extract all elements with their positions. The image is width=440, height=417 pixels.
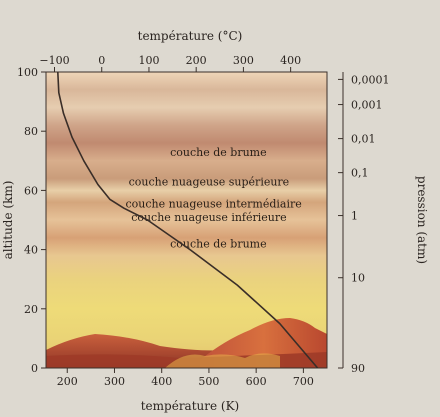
series-layer	[57, 71, 319, 369]
bottom-tick-label: 400	[151, 375, 172, 388]
bottom-axis: 200 300 400 500 600 700	[57, 368, 314, 388]
layer-label: couche de brume	[170, 238, 267, 251]
right-tick-label: 0,1	[351, 167, 369, 180]
temperature-profile-line	[57, 71, 319, 369]
left-tick-label: 0	[31, 362, 38, 375]
bottom-axis-title: température (K)	[141, 399, 240, 413]
layer-label: couche de brume	[170, 146, 267, 159]
top-tick-label: 200	[186, 54, 207, 67]
top-tick-label: 0	[98, 54, 105, 67]
bottom-tick-label: 700	[293, 375, 314, 388]
plot-frame	[45, 71, 328, 369]
right-tick-label: 90	[351, 362, 365, 375]
top-axis: −100 0 100 200 300 400	[39, 54, 301, 72]
right-tick-label: 10	[351, 272, 365, 285]
left-tick-label: 40	[24, 244, 38, 257]
bottom-tick-label: 600	[246, 375, 267, 388]
left-tick-label: 80	[24, 125, 38, 138]
left-axis: 0 20 40 60 80 100	[17, 66, 46, 375]
bottom-tick-label: 200	[57, 375, 78, 388]
bottom-tick-label: 500	[198, 375, 219, 388]
right-axis: 0,0001 0,001 0,01 0,1 1 10 90	[338, 72, 390, 375]
bottom-tick-label: 300	[104, 375, 125, 388]
ground-lava-glow	[165, 353, 280, 368]
layer-label: couche nuageuse intermédiaire	[126, 198, 302, 211]
atmosphere-background	[46, 72, 327, 368]
right-tick-label: 0,001	[351, 99, 383, 112]
left-tick-label: 100	[17, 66, 38, 79]
layer-label: couche nuageuse supérieure	[129, 176, 290, 189]
top-tick-label: −100	[39, 54, 69, 67]
top-tick-label: 100	[138, 54, 159, 67]
top-axis-title: température (°C)	[138, 29, 243, 43]
top-tick-label: 300	[233, 54, 254, 67]
right-axis-title: pression (atm)	[415, 176, 429, 264]
right-tick-label: 0,0001	[351, 73, 390, 86]
layer-annotations: couche de brume couche nuageuse supérieur…	[126, 146, 302, 251]
left-tick-label: 20	[24, 303, 38, 316]
plot-area	[45, 71, 328, 369]
right-tick-label: 0,01	[351, 133, 376, 146]
left-tick-label: 60	[24, 184, 38, 197]
layer-label: couche nuageuse inférieure	[131, 211, 286, 224]
top-tick-label: 400	[280, 54, 301, 67]
right-tick-label: 1	[351, 210, 358, 223]
left-axis-title: altitude (km)	[1, 181, 15, 260]
